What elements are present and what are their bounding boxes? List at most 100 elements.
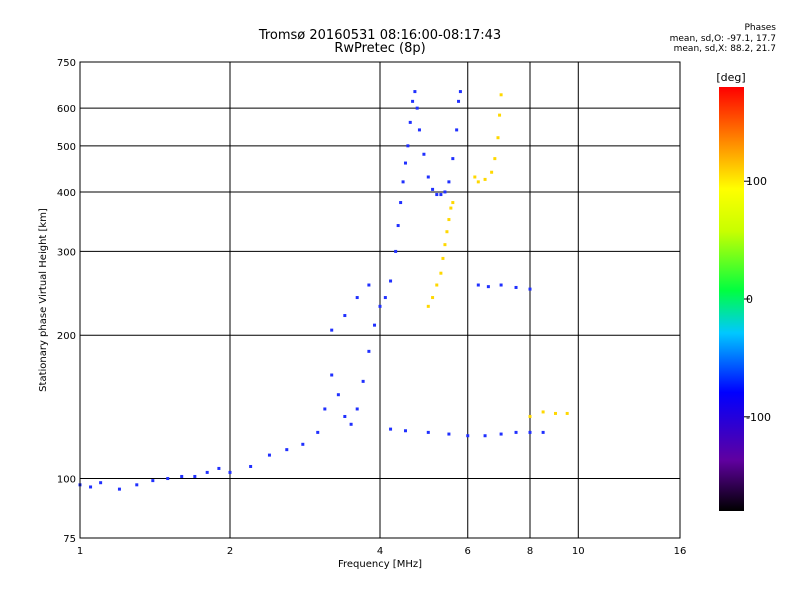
chart-title: Tromsø 20160531 08:16:00-08:17:43 [258, 28, 502, 43]
data-point-o [457, 99, 461, 103]
data-point-o [135, 483, 139, 487]
data-point-x [476, 180, 480, 184]
data-point-o [403, 161, 407, 165]
data-point-o [499, 283, 503, 287]
x-axis-ticks: 1 2 4 6 8 10 16 [77, 546, 687, 557]
data-point-o [411, 99, 415, 103]
data-point-o [367, 349, 371, 353]
y-tick-label: 600 [57, 104, 76, 115]
phases-o-stats: mean, sd,O: -97.1, 17.7 [669, 34, 776, 44]
data-point-x [528, 414, 532, 418]
colorbar-label: [deg] [716, 71, 745, 84]
data-point-o [285, 448, 289, 452]
y-tick-label: 750 [57, 58, 76, 69]
data-point-o [355, 407, 359, 411]
x-tick-label: 10 [572, 546, 585, 557]
colorbar-tick-label: 0 [746, 293, 753, 306]
phases-title: Phases [744, 23, 776, 33]
data-point-o [447, 432, 451, 436]
x-tick-label: 1 [77, 546, 83, 557]
data-point-o [267, 453, 271, 457]
data-point-o [528, 287, 532, 291]
data-point-o [528, 430, 532, 434]
data-point-o [396, 224, 400, 228]
data-point-o [249, 464, 253, 468]
data-point-x [451, 201, 455, 205]
x-tick-label: 6 [465, 546, 471, 557]
data-point-o [514, 285, 518, 289]
data-point-o [316, 430, 320, 434]
colorbar-ticks: 100 0 -100 [744, 175, 771, 424]
data-point-x [431, 296, 435, 300]
y-tick-label: 500 [57, 142, 76, 153]
y-tick-label: 100 [57, 475, 76, 486]
data-point-o [389, 279, 393, 283]
y-tick-label: 400 [57, 188, 76, 199]
data-points [78, 90, 569, 491]
data-point-o [166, 477, 170, 481]
data-point-x [493, 157, 497, 161]
data-point-x [483, 177, 487, 181]
data-point-o [217, 466, 221, 470]
data-point-o [541, 430, 545, 434]
data-point-o [330, 373, 334, 377]
data-point-o [415, 106, 419, 110]
data-point-o [323, 407, 327, 411]
x-tick-label: 2 [227, 546, 233, 557]
data-point-x [426, 304, 430, 308]
chart-subtitle: RwPretec (8p) [334, 41, 426, 56]
x-tick-label: 16 [674, 546, 687, 557]
data-point-o [413, 90, 417, 94]
data-point-x [565, 411, 569, 415]
data-point-o [499, 432, 503, 436]
data-point-o [439, 193, 443, 197]
data-point-o [349, 422, 353, 426]
data-point-o [394, 249, 398, 253]
data-point-o [483, 434, 487, 438]
colorbar-tick-label: -100 [746, 411, 771, 424]
data-point-o [151, 479, 155, 483]
data-point-x [498, 113, 502, 117]
colorbar-tick-label: 100 [746, 175, 767, 188]
data-point-o [447, 180, 451, 184]
data-point-x [443, 243, 447, 247]
data-point-o [361, 379, 365, 383]
y-tick-label: 300 [57, 247, 76, 258]
data-point-o [426, 175, 430, 179]
data-point-o [426, 430, 430, 434]
data-point-o [343, 414, 347, 418]
data-point-x [496, 136, 500, 140]
data-point-o [431, 187, 435, 191]
data-point-o [458, 90, 462, 94]
data-point-o [406, 144, 410, 148]
data-point-o [301, 442, 305, 446]
data-point-o [343, 314, 347, 318]
x-axis-label: Frequency [MHz] [338, 559, 422, 570]
data-point-o [443, 190, 447, 194]
data-point-x [439, 271, 443, 275]
data-point-o [408, 120, 412, 124]
phases-x-stats: mean, sd,X: 88.2, 21.7 [673, 44, 776, 54]
data-point-x [435, 283, 439, 287]
data-point-o [355, 296, 359, 300]
y-axis-ticks: 75 100 200 300 400 500 600 750 [57, 58, 76, 545]
colorbar [719, 87, 744, 511]
data-point-o [228, 470, 232, 474]
data-point-x [490, 170, 494, 174]
data-point-o [435, 193, 439, 197]
data-point-x [541, 410, 545, 414]
data-point-x [445, 230, 449, 234]
data-point-x [449, 206, 453, 210]
data-point-o [378, 304, 382, 308]
data-point-x [473, 175, 477, 179]
data-point-x [447, 218, 451, 222]
y-axis-label: Stationary phase Virtual Height [km] [38, 208, 49, 392]
data-point-o [389, 427, 393, 431]
data-point-o [451, 157, 455, 161]
data-point-o [514, 430, 518, 434]
data-point-o [422, 152, 426, 156]
data-point-o [466, 434, 470, 438]
y-tick-label: 200 [57, 331, 76, 342]
data-point-o [367, 283, 371, 287]
